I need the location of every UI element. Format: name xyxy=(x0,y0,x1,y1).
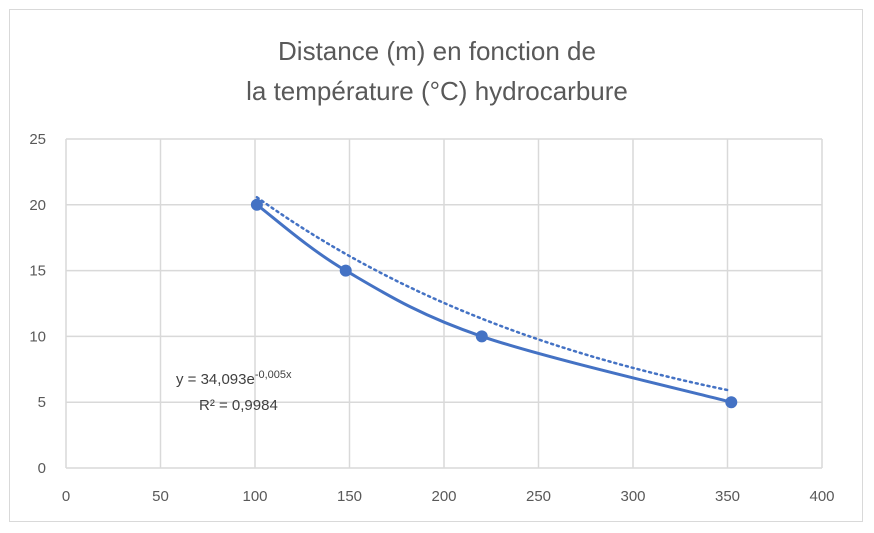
data-point xyxy=(339,264,352,277)
x-tick-label: 100 xyxy=(242,488,267,505)
x-tick-label: 350 xyxy=(715,488,740,505)
x-tick-label: 200 xyxy=(431,488,456,505)
x-tick-label: 150 xyxy=(337,488,362,505)
y-tick-label: 0 xyxy=(38,460,46,477)
equation-exponent: -0,005x xyxy=(255,369,292,381)
chart-title-line-1: Distance (m) en fonction de xyxy=(278,36,596,66)
trendline-equation: y = 34,093e-0,005x xyxy=(176,369,292,388)
data-point xyxy=(475,330,488,343)
equation-main: y = 34,093e xyxy=(176,371,255,388)
x-tick-label: 0 xyxy=(62,488,70,505)
x-tick-label: 250 xyxy=(526,488,551,505)
trendline-r-squared: R² = 0,9984 xyxy=(199,397,278,414)
trendline xyxy=(255,195,731,392)
x-tick-label: 300 xyxy=(620,488,645,505)
data-point xyxy=(725,396,738,409)
y-tick-label: 20 xyxy=(29,197,46,214)
chart-title-line-2: la température (°C) hydrocarbure xyxy=(246,76,628,106)
chart-area xyxy=(9,9,863,522)
y-tick-label: 15 xyxy=(29,263,46,280)
y-tick-label: 10 xyxy=(29,328,46,345)
series-line xyxy=(255,203,732,404)
x-tick-label: 50 xyxy=(152,488,169,505)
x-tick-label: 400 xyxy=(809,488,834,505)
y-tick-label: 25 xyxy=(29,131,46,148)
y-tick-label: 5 xyxy=(38,394,46,411)
data-point xyxy=(250,198,263,211)
